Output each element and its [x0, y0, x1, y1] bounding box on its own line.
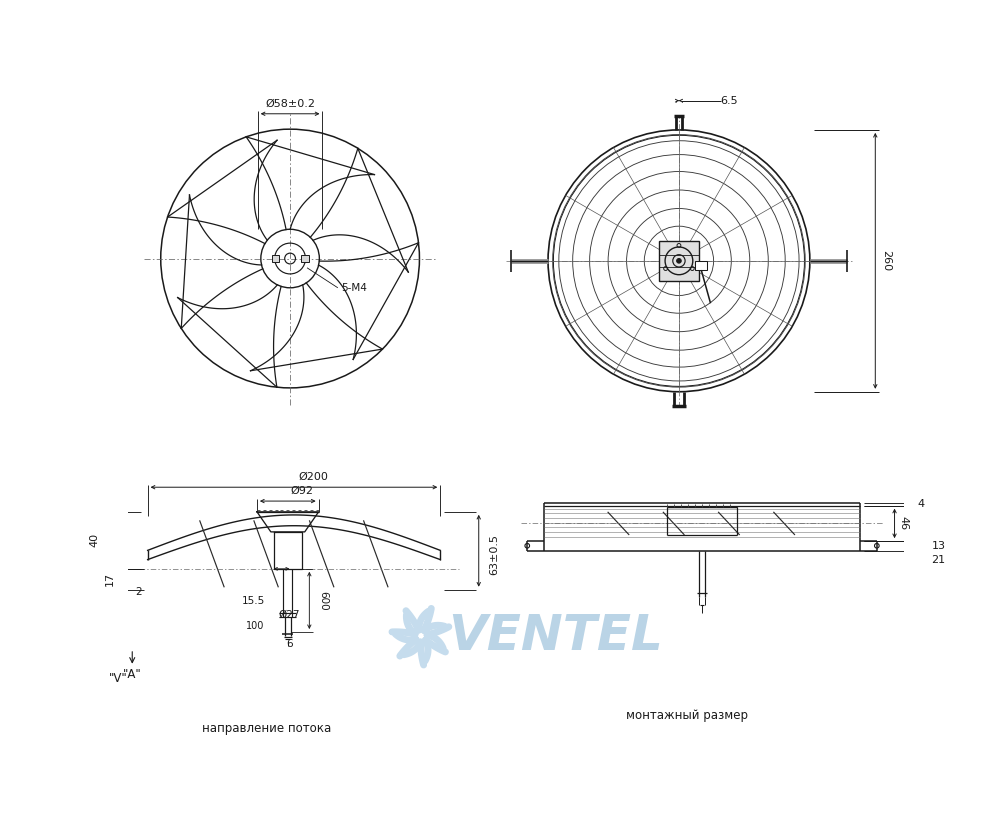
- Text: Ø58±0.2: Ø58±0.2: [265, 99, 315, 109]
- Bar: [301, 255, 308, 262]
- Text: Ø92: Ø92: [290, 486, 313, 496]
- Text: 600: 600: [318, 591, 328, 610]
- Text: 4: 4: [917, 499, 924, 509]
- Text: Ø200: Ø200: [298, 472, 328, 482]
- Text: 6: 6: [286, 639, 293, 649]
- Text: 13: 13: [931, 541, 946, 551]
- Text: Ø27: Ø27: [279, 610, 300, 620]
- Text: 100: 100: [247, 621, 265, 631]
- Text: 17: 17: [105, 572, 115, 586]
- Text: VENTEL: VENTEL: [448, 612, 663, 659]
- Text: "V": "V": [109, 672, 128, 685]
- Circle shape: [677, 258, 682, 263]
- Text: монтажный размер: монтажный размер: [625, 709, 747, 722]
- Text: "A": "A": [123, 668, 142, 680]
- Text: 5-M4: 5-M4: [341, 283, 367, 293]
- Text: 46: 46: [899, 516, 908, 530]
- Text: 6.5: 6.5: [720, 96, 738, 106]
- Bar: [272, 255, 279, 262]
- Text: 15.5: 15.5: [242, 597, 265, 607]
- Text: направление потока: направление потока: [201, 722, 330, 735]
- Text: 260: 260: [881, 250, 891, 271]
- Text: 21: 21: [931, 555, 946, 565]
- Bar: [659, 241, 699, 281]
- Text: 63±0.5: 63±0.5: [489, 534, 499, 576]
- Text: 40: 40: [90, 534, 100, 547]
- Text: 2: 2: [135, 587, 141, 597]
- Bar: [695, 261, 708, 270]
